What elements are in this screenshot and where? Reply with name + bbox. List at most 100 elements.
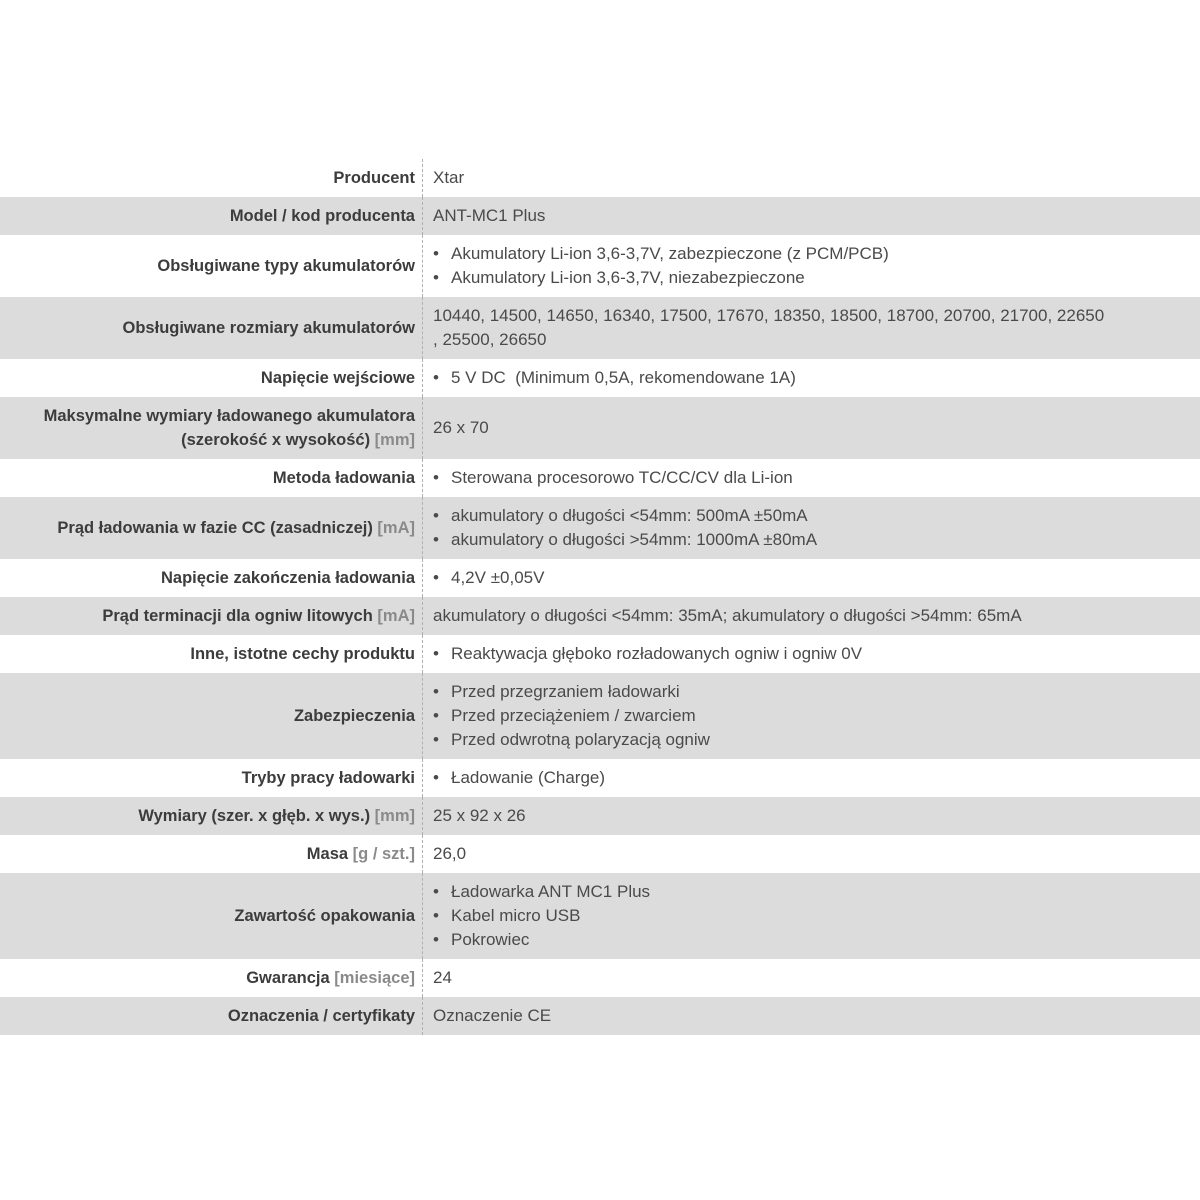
spec-label-cell: Wymiary (szer. x głęb. x wys.) [mm]: [0, 797, 423, 835]
spec-bullet-item: • Pokrowiec: [433, 928, 1192, 952]
spec-value-cell: 26,0: [423, 835, 1200, 873]
spec-bullet-item: • Przed odwrotną polaryzacją ogniw: [433, 728, 1192, 752]
spec-value-cell: 25 x 92 x 26: [423, 797, 1200, 835]
spec-label-cell: Prąd terminacji dla ogniw litowych [mA]: [0, 597, 423, 635]
spec-value-cell: • akumulatory o długości <54mm: 500mA ±50…: [423, 497, 1200, 559]
spec-label-cell: Masa [g / szt.]: [0, 835, 423, 873]
spec-label: Wymiary (szer. x głęb. x wys.): [138, 807, 371, 825]
spec-label-cell: Zawartość opakowania: [0, 873, 423, 959]
spec-bullet-item: • Przed przeciążeniem / zwarciem: [433, 704, 1192, 728]
spec-label-unit: [miesiące]: [334, 969, 415, 987]
spec-bullet-item: • akumulatory o długości <54mm: 500mA ±50…: [433, 504, 1192, 528]
spec-bullet-text: Przed przeciążeniem / zwarciem: [451, 706, 696, 725]
spec-label: Producent: [333, 169, 415, 187]
spec-label-unit: [mA]: [377, 519, 415, 537]
spec-value-text: 26 x 70: [433, 418, 489, 437]
spec-label-cell: Oznaczenia / certyfikaty: [0, 997, 423, 1035]
bullet-icon: •: [433, 730, 439, 749]
spec-value-cell: 10440, 14500, 14650, 16340, 17500, 17670…: [423, 297, 1200, 359]
spec-bullet-text: Ładowarka ANT MC1 Plus: [451, 882, 651, 901]
spec-row: Tryby pracy ładowarki • Ładowanie (Charge): [0, 759, 1200, 797]
spec-row: Producent Xtar: [0, 159, 1200, 197]
spec-row: Obsługiwane typy akumulatorów • Akumulator…: [0, 235, 1200, 297]
spec-label: Oznaczenia / certyfikaty: [227, 1007, 415, 1025]
spec-bullet-text: Przed odwrotną polaryzacją ogniw: [451, 730, 710, 749]
spec-row: Obsługiwane rozmiary akumulatorów 10440, …: [0, 297, 1200, 359]
spec-row: Napięcie zakończenia ładowania • 4,2V ±0,0…: [0, 559, 1200, 597]
spec-label-cell: Metoda ładowania: [0, 459, 423, 497]
spec-label-unit: [mm]: [374, 807, 415, 825]
spec-label: Zawartość opakowania: [234, 907, 415, 925]
spec-label: Napięcie wejściowe: [260, 369, 415, 387]
spec-bullet-item: • Sterowana procesorowo TC/CC/CV dla Li-i…: [433, 466, 1192, 490]
spec-value-cell: 26 x 70: [423, 397, 1200, 459]
bullet-icon: •: [433, 682, 439, 701]
spec-label: Gwarancja: [246, 969, 330, 987]
spec-label: Inne, istotne cechy produktu: [190, 645, 415, 663]
bullet-icon: •: [433, 568, 439, 587]
bullet-icon: •: [433, 768, 439, 787]
spec-label-unit: [mm]: [374, 431, 415, 449]
spec-bullet-item: • Reaktywacja głęboko rozładowanych ogniw…: [433, 642, 1192, 666]
spec-bullet-text: Sterowana procesorowo TC/CC/CV dla Li-io…: [451, 468, 793, 487]
bullet-icon: •: [433, 268, 439, 287]
spec-label: Obsługiwane rozmiary akumulatorów: [122, 319, 415, 337]
spec-label-cell: Tryby pracy ładowarki: [0, 759, 423, 797]
spec-label-cell: Napięcie zakończenia ładowania: [0, 559, 423, 597]
spec-value-cell: • 4,2V ±0,05V: [423, 559, 1200, 597]
spec-bullet-text: Akumulatory Li-ion 3,6-3,7V, zabezpieczo…: [451, 244, 889, 263]
spec-row: Zabezpieczenia • Przed przegrzaniem ładowa…: [0, 673, 1200, 759]
bullet-icon: •: [433, 644, 439, 663]
spec-value-cell: ANT-MC1 Plus: [423, 197, 1200, 235]
spec-value-cell: • 5 V DC (Minimum 0,5A, rekomendowane 1A): [423, 359, 1200, 397]
spec-label-cell: Inne, istotne cechy produktu: [0, 635, 423, 673]
spec-value-text: 25 x 92 x 26: [433, 806, 526, 825]
spec-row: Masa [g / szt.] 26,0: [0, 835, 1200, 873]
spec-value-cell: • Ładowarka ANT MC1 Plus • Kabel micro USB •…: [423, 873, 1200, 959]
spec-value-cell: • Akumulatory Li-ion 3,6-3,7V, zabezpiecz…: [423, 235, 1200, 297]
spec-label-cell: Prąd ładowania w fazie CC (zasadniczej) …: [0, 497, 423, 559]
spec-bullet-text: 4,2V ±0,05V: [451, 568, 545, 587]
spec-value-cell: • Sterowana procesorowo TC/CC/CV dla Li-i…: [423, 459, 1200, 497]
spec-row: Model / kod producenta ANT-MC1 Plus: [0, 197, 1200, 235]
spec-value-cell: akumulatory o długości <54mm: 35mA; akum…: [423, 597, 1200, 635]
spec-value-text: akumulatory o długości <54mm: 35mA; akum…: [433, 606, 1022, 625]
spec-row: Oznaczenia / certyfikaty Oznaczenie CE: [0, 997, 1200, 1035]
bullet-icon: •: [433, 244, 439, 263]
spec-value-text: , 25500, 26650: [433, 330, 547, 349]
spec-value-text: Oznaczenie CE: [433, 1006, 552, 1025]
bullet-icon: •: [433, 882, 439, 901]
spec-bullet-item: • Akumulatory Li-ion 3,6-3,7V, niezabezpi…: [433, 266, 1192, 290]
bullet-icon: •: [433, 468, 439, 487]
spec-row: Inne, istotne cechy produktu • Reaktywacja…: [0, 635, 1200, 673]
spec-bullet-item: • akumulatory o długości >54mm: 1000mA ±8…: [433, 528, 1192, 552]
spec-label: Tryby pracy ładowarki: [241, 769, 415, 787]
spec-bullet-text: Kabel micro USB: [451, 906, 581, 925]
spec-label-cell: Zabezpieczenia: [0, 673, 423, 759]
spec-bullet-text: Ładowanie (Charge): [451, 768, 606, 787]
spec-bullet-item: • 5 V DC (Minimum 0,5A, rekomendowane 1A): [433, 366, 1192, 390]
spec-label-cell: Maksymalne wymiary ładowanego akumulator…: [0, 397, 423, 459]
spec-label-cell: Gwarancja [miesiące]: [0, 959, 423, 997]
spec-label: Maksymalne wymiary ładowanego akumulator…: [43, 407, 415, 449]
spec-value-text: Xtar: [433, 168, 465, 187]
spec-label-cell: Model / kod producenta: [0, 197, 423, 235]
spec-value-text: 24: [433, 968, 452, 987]
bullet-icon: •: [433, 706, 439, 725]
spec-value-cell: Xtar: [423, 159, 1200, 197]
spec-row: Zawartość opakowania • Ładowarka ANT MC1 P…: [0, 873, 1200, 959]
spec-label: Napięcie zakończenia ładowania: [160, 569, 415, 587]
spec-bullet-text: Przed przegrzaniem ładowarki: [451, 682, 680, 701]
spec-label-cell: Obsługiwane typy akumulatorów: [0, 235, 423, 297]
spec-label-cell: Napięcie wejściowe: [0, 359, 423, 397]
spec-value-cell: • Ładowanie (Charge): [423, 759, 1200, 797]
spec-row: Maksymalne wymiary ładowanego akumulator…: [0, 397, 1200, 459]
spec-label-cell: Obsługiwane rozmiary akumulatorów: [0, 297, 423, 359]
spec-row: Metoda ładowania • Sterowana procesorowo T…: [0, 459, 1200, 497]
spec-value-cell: 24: [423, 959, 1200, 997]
spec-label-unit: [g / szt.]: [352, 845, 415, 863]
spec-bullet-item: • Akumulatory Li-ion 3,6-3,7V, zabezpiecz…: [433, 242, 1192, 266]
spec-label: Masa: [306, 845, 349, 863]
spec-bullet-item: • Ładowanie (Charge): [433, 766, 1192, 790]
spec-label: Obsługiwane typy akumulatorów: [157, 257, 415, 275]
